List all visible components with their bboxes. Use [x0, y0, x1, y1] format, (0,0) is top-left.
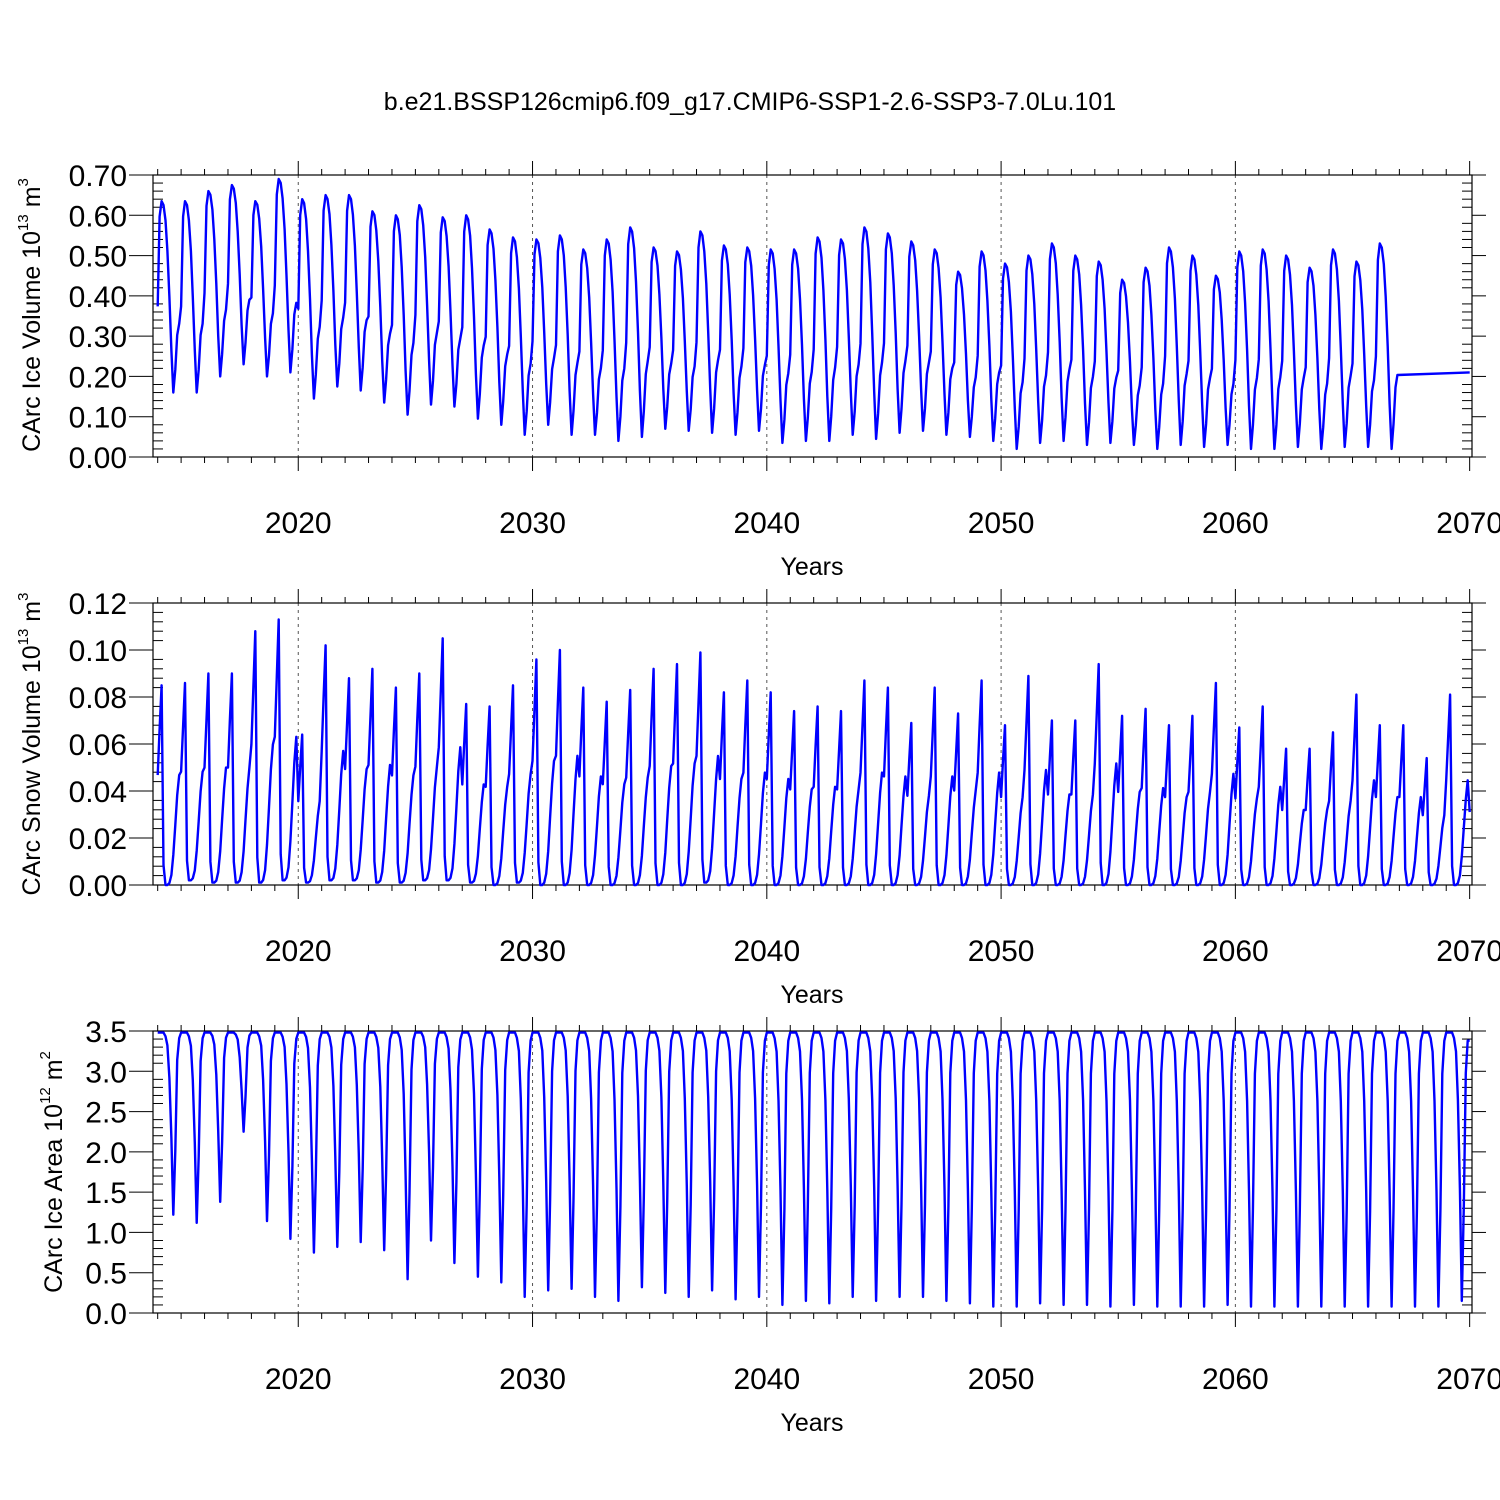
y-tick-label: 1.0	[85, 1217, 127, 1250]
series-line	[156, 618, 1471, 887]
y-tick-label: 3.0	[85, 1056, 127, 1089]
x-tick-label: 2070	[1436, 935, 1500, 968]
y-tick-label: 0.70	[69, 160, 127, 193]
y-tick-label: 0.06	[69, 729, 127, 762]
y-axis-label-unit-exponent: 3	[15, 178, 32, 186]
y-axis-label-main: CArc Snow Volume 10	[18, 645, 46, 895]
y-axis-label-unit-exponent: 2	[37, 1051, 54, 1059]
x-axis-label: Years	[780, 981, 843, 1009]
y-axis-label: CArc Ice Volume 1013 m3	[15, 178, 46, 452]
x-tick-label: 2040	[733, 935, 800, 968]
y-axis-label-exponent: 13	[15, 214, 32, 231]
y-axis-label: CArc Ice Area 1012 m2	[37, 1051, 68, 1293]
x-tick-label: 2020	[265, 935, 332, 968]
y-axis-label-unit: m	[40, 1059, 68, 1087]
y-tick-label: 0.60	[69, 200, 127, 233]
plot-frame	[152, 1030, 1473, 1314]
y-axis-label-unit: m	[18, 186, 46, 214]
y-tick-label: 3.5	[85, 1016, 127, 1049]
x-tick-label: 2060	[1202, 507, 1269, 540]
x-tick-label: 2040	[733, 507, 800, 540]
y-tick-label: 0.0	[85, 1298, 127, 1331]
x-tick-label: 2030	[499, 935, 566, 968]
y-tick-label: 0.04	[69, 776, 127, 809]
figure-title: b.e21.BSSP126cmip6.f09_g17.CMIP6-SSP1-2.…	[384, 88, 1116, 116]
y-tick-label: 2.0	[85, 1137, 127, 1170]
x-tick-label: 2040	[733, 1363, 800, 1396]
plot-area: 2020 2030 2040 2050 2060 2070 0.00 0.02 0.04 0.06…	[69, 588, 1500, 968]
plot-frame	[152, 174, 1473, 458]
x-axis-label: Years	[780, 1409, 843, 1437]
x-tick-label: 2050	[968, 507, 1035, 540]
x-tick-label: 2050	[968, 1363, 1035, 1396]
x-tick-label: 2070	[1436, 1363, 1500, 1396]
y-tick-label: 2.5	[85, 1097, 127, 1130]
panel-ice-volume: 2020 2030 2040 2050 2060 2070 0.00 0.10 0.20 0.30…	[15, 160, 1500, 581]
plot-area: 2020 2030 2040 2050 2060 2070 0.0 0.5 1.0 1.5 2.0 2…	[85, 1016, 1500, 1396]
y-tick-label: 0.10	[69, 402, 127, 435]
x-tick-label: 2060	[1202, 935, 1269, 968]
x-tick-label: 2070	[1436, 507, 1500, 540]
y-tick-label: 0.02	[69, 823, 127, 856]
y-axis-label-main: CArc Ice Volume 10	[18, 231, 46, 452]
y-tick-label: 0.12	[69, 588, 127, 621]
panel-ice-area: 2020 2030 2040 2050 2060 2070 0.0 0.5 1.0 1.5 2.0 2…	[37, 1016, 1500, 1437]
y-tick-label: 0.5	[85, 1258, 127, 1291]
series-line	[157, 1031, 1470, 1308]
y-tick-label: 0.08	[69, 682, 127, 715]
y-tick-label: 0.30	[69, 321, 127, 354]
x-tick-label: 2030	[499, 507, 566, 540]
y-tick-label: 0.00	[69, 870, 127, 903]
series-line	[156, 177, 1470, 451]
y-tick-label: 1.5	[85, 1177, 127, 1210]
y-axis-label-unit: m	[18, 601, 46, 629]
x-tick-label: 2020	[265, 1363, 332, 1396]
y-axis-label-main: CArc Ice Area 10	[40, 1104, 68, 1293]
y-tick-label: 0.20	[69, 361, 127, 394]
y-axis-label-unit-exponent: 3	[15, 593, 32, 601]
x-axis-label: Years	[780, 553, 843, 581]
y-axis-label-exponent: 13	[15, 629, 32, 646]
panel-snow-volume: 2020 2030 2040 2050 2060 2070 0.00 0.02 0.04 0.06…	[15, 588, 1500, 1009]
y-tick-label: 0.00	[69, 442, 127, 475]
y-tick-label: 0.40	[69, 281, 127, 314]
y-tick-label: 0.50	[69, 241, 127, 274]
plot-area: 2020 2030 2040 2050 2060 2070 0.00 0.10 0.20 0.30…	[69, 160, 1500, 540]
x-tick-label: 2050	[968, 935, 1035, 968]
x-tick-label: 2020	[265, 507, 332, 540]
x-tick-label: 2060	[1202, 1363, 1269, 1396]
y-tick-label: 0.10	[69, 635, 127, 668]
y-axis-label: CArc Snow Volume 1013 m3	[15, 593, 46, 896]
x-tick-label: 2030	[499, 1363, 566, 1396]
y-axis-label-exponent: 12	[37, 1087, 54, 1104]
